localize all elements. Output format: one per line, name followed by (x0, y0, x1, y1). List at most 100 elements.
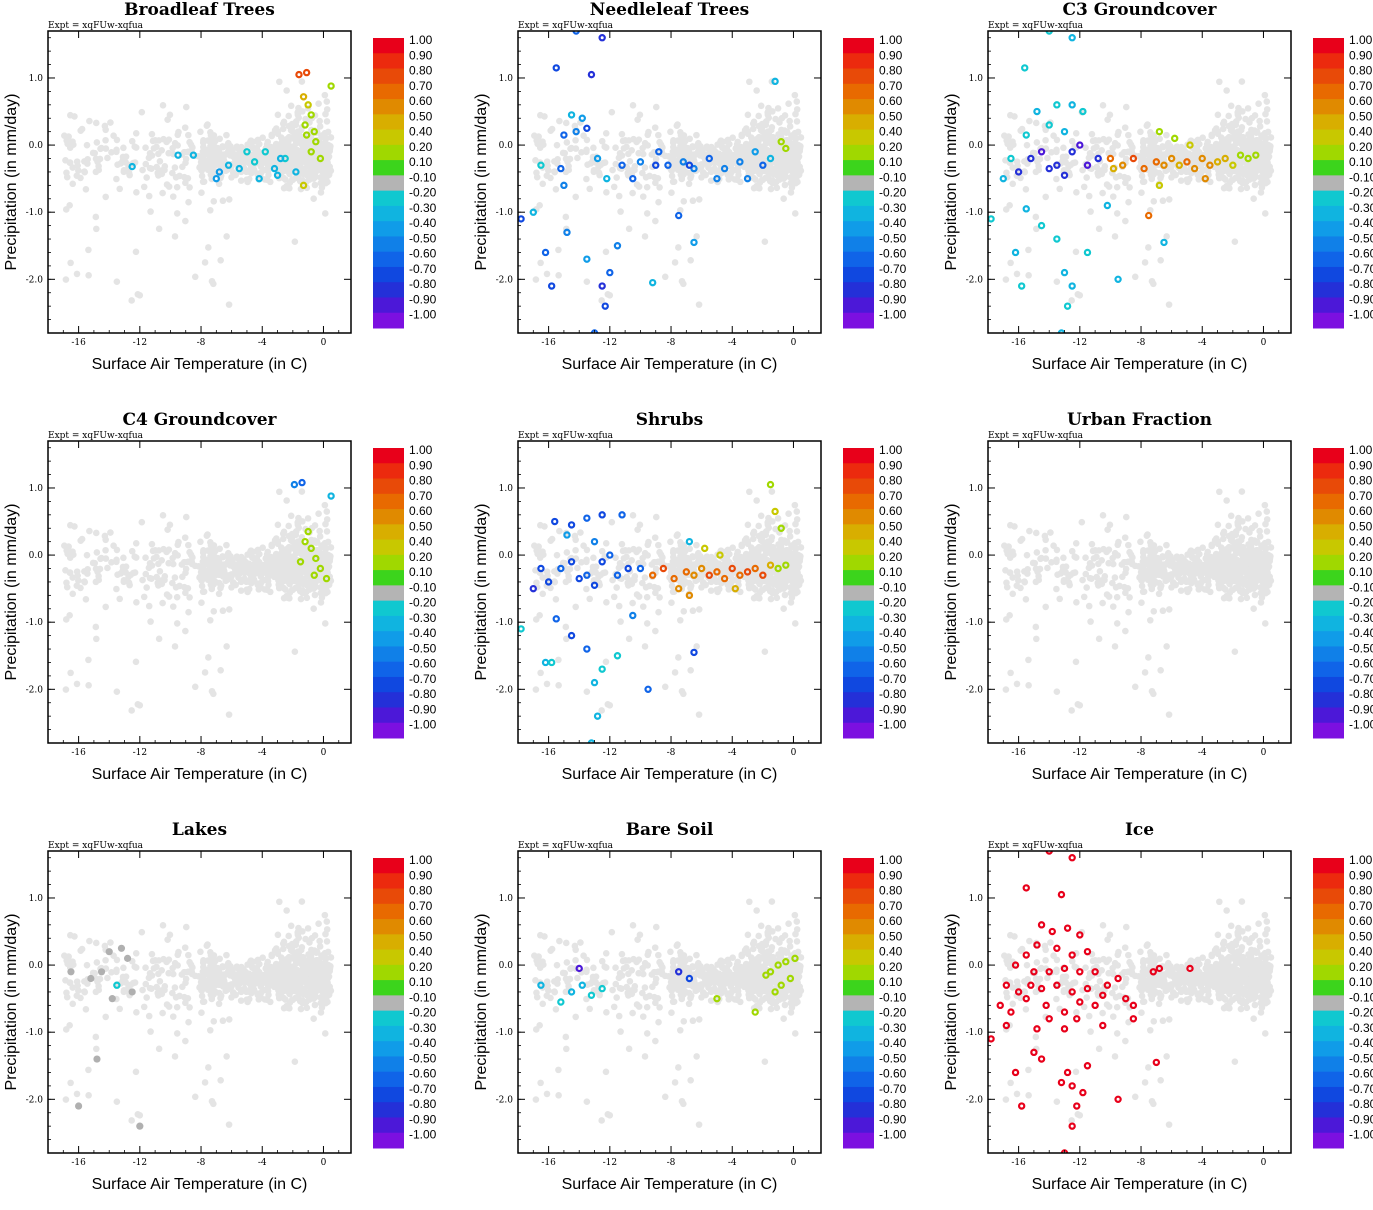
background-point (1100, 102, 1107, 109)
background-point (213, 572, 220, 579)
background-point (1114, 184, 1121, 191)
data-point (1019, 283, 1024, 288)
background-point (537, 670, 544, 677)
background-point (1096, 226, 1103, 233)
background-point (1263, 98, 1270, 105)
background-point (289, 176, 296, 183)
background-point (323, 147, 330, 154)
colorbar-swatch (373, 145, 404, 161)
data-point (1054, 236, 1059, 241)
background-point (1073, 130, 1080, 137)
background-point (545, 167, 552, 174)
background-point (103, 145, 110, 152)
background-point (160, 546, 167, 553)
background-point (775, 515, 782, 522)
background-point (736, 147, 743, 154)
data-point (296, 72, 301, 77)
background-point (299, 590, 306, 597)
colorbar-swatch (843, 282, 874, 298)
colorbar-swatch (373, 662, 404, 678)
colorbar-label: 0.40 (1349, 125, 1373, 139)
background-point (686, 135, 693, 142)
background-point (768, 186, 775, 193)
background-point (563, 214, 570, 221)
background-point (1239, 180, 1246, 187)
colorbar-label: -0.30 (1349, 201, 1373, 215)
background-point (74, 271, 81, 278)
background-point (675, 244, 682, 251)
background-point (182, 218, 189, 225)
y-tick-label: -2.0 (26, 685, 44, 695)
background-point (1025, 247, 1032, 254)
colorbar-label: 1.00 (409, 443, 433, 457)
background-point (268, 159, 275, 166)
background-point (1001, 132, 1008, 139)
background-point (1156, 135, 1163, 142)
background-point (642, 643, 649, 650)
colorbar-swatch (843, 160, 874, 176)
background-point (630, 512, 637, 519)
background-point (174, 210, 181, 217)
background-point (713, 168, 720, 175)
background-point (66, 202, 73, 209)
colorbar-label: 0.10 (409, 155, 433, 169)
background-point (696, 196, 703, 203)
background-point (166, 183, 173, 190)
background-point (102, 547, 109, 554)
background-point (1089, 131, 1096, 138)
chart-title: Shrubs (636, 410, 703, 430)
background-point (556, 118, 563, 125)
background-point (131, 553, 138, 560)
background-point (673, 158, 680, 165)
background-point (156, 636, 163, 643)
colorbar-swatch (373, 236, 404, 252)
background-point (678, 176, 685, 183)
background-point (640, 151, 647, 158)
background-point (637, 522, 644, 529)
background-point (157, 568, 164, 575)
background-point (192, 683, 199, 690)
background-point (1148, 176, 1155, 183)
background-point (287, 134, 294, 141)
background-point (1023, 186, 1030, 193)
background-point (769, 590, 776, 597)
background-point (156, 226, 163, 233)
background-point (584, 137, 591, 144)
background-point (555, 657, 562, 664)
colorbar-label: 0.40 (409, 125, 433, 139)
background-point (1112, 233, 1119, 240)
background-point (266, 557, 273, 564)
background-point (1239, 78, 1246, 85)
background-point (667, 539, 674, 546)
colorbar-swatch (843, 53, 874, 69)
background-point (603, 659, 610, 666)
background-point (584, 278, 591, 285)
background-point (574, 155, 581, 162)
background-point (207, 138, 214, 145)
background-point (254, 580, 261, 587)
background-point (627, 158, 634, 165)
colorbar-swatch (373, 99, 404, 115)
background-point (1268, 167, 1275, 174)
background-point (713, 156, 720, 163)
background-point (616, 193, 623, 200)
background-point (586, 186, 593, 193)
x-tick-label: -12 (133, 748, 148, 758)
background-point (161, 577, 168, 584)
colorbar-swatch (373, 707, 404, 723)
background-point (174, 620, 181, 627)
background-point (629, 600, 636, 607)
colorbar-swatch (1313, 191, 1344, 207)
background-point (1011, 113, 1018, 120)
background-point (537, 260, 544, 267)
colorbar-swatch (843, 297, 874, 313)
y-axis-label: Precipitation (in mm/day) (3, 504, 20, 681)
background-point (277, 581, 284, 588)
data-point (1070, 283, 1075, 288)
colorbar-label: -0.90 (409, 702, 437, 716)
background-point (539, 591, 546, 598)
background-point (197, 129, 204, 136)
background-point (85, 247, 92, 254)
background-point (147, 618, 154, 625)
colorbar-swatch (1313, 53, 1344, 69)
